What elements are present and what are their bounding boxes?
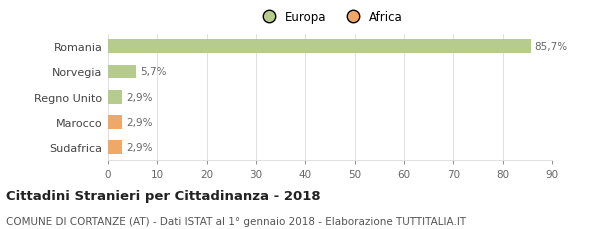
Text: 2,9%: 2,9% [126,92,153,102]
Legend: Europa, Africa: Europa, Africa [254,8,406,26]
Text: Cittadini Stranieri per Cittadinanza - 2018: Cittadini Stranieri per Cittadinanza - 2… [6,189,320,202]
Bar [108,65,136,79]
Text: 2,9%: 2,9% [126,117,153,128]
Bar [108,40,531,54]
Text: 2,9%: 2,9% [126,143,153,153]
Text: 5,7%: 5,7% [140,67,167,77]
Text: 85,7%: 85,7% [535,42,568,52]
Bar [108,90,122,104]
Text: COMUNE DI CORTANZE (AT) - Dati ISTAT al 1° gennaio 2018 - Elaborazione TUTTITALI: COMUNE DI CORTANZE (AT) - Dati ISTAT al … [6,216,466,226]
Bar [108,141,122,155]
Bar [108,116,122,129]
